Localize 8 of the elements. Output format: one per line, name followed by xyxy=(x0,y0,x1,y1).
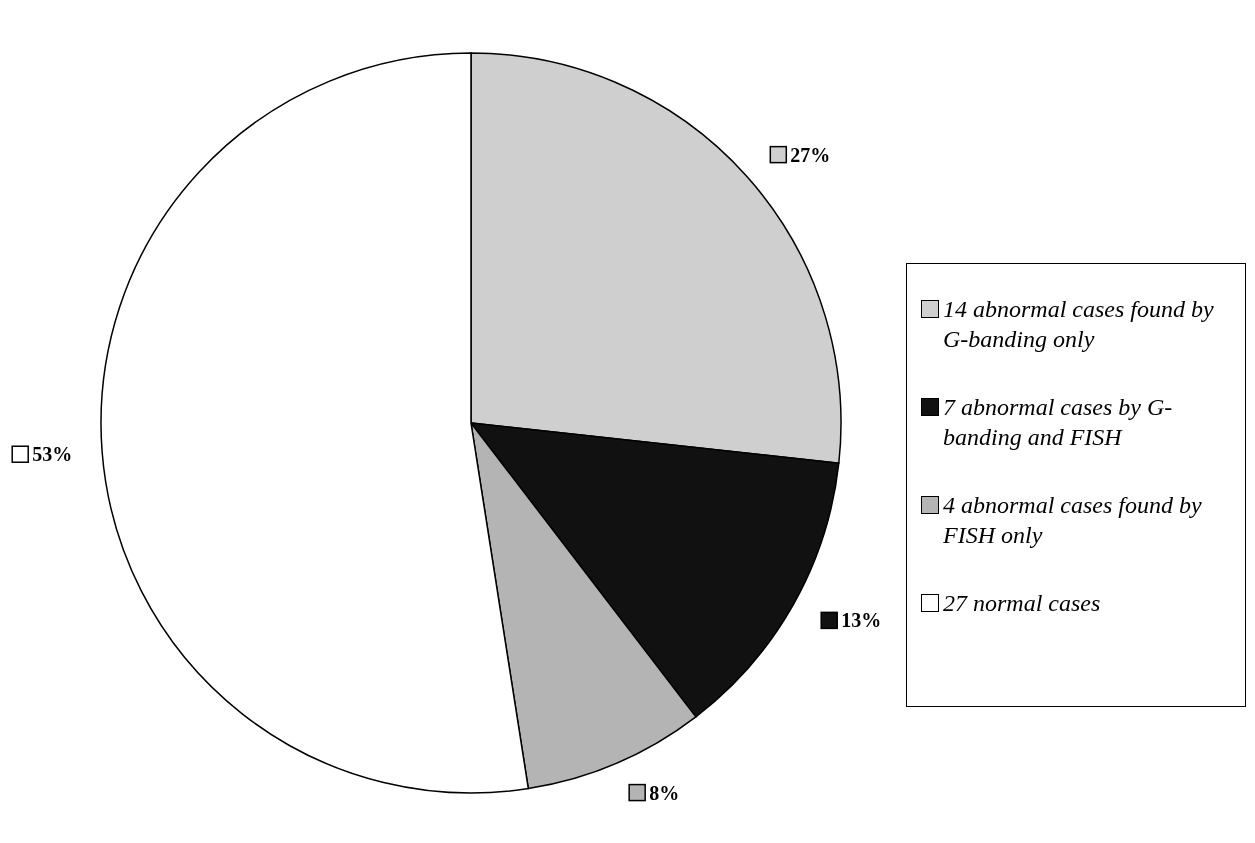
legend-label: 4 abnormal cases found by FISH only xyxy=(943,491,1203,550)
legend-label: 27 normal cases xyxy=(943,589,1101,618)
legend-label: 7 abnormal cases by G-banding and FISH xyxy=(943,393,1174,452)
data-label: 27% xyxy=(790,143,831,166)
data-label: 13% xyxy=(841,609,882,632)
data-label: 8% xyxy=(649,781,680,804)
legend-label: 14 abnormal cases found by G-banding only xyxy=(943,295,1215,354)
data-label: 53% xyxy=(32,443,73,466)
